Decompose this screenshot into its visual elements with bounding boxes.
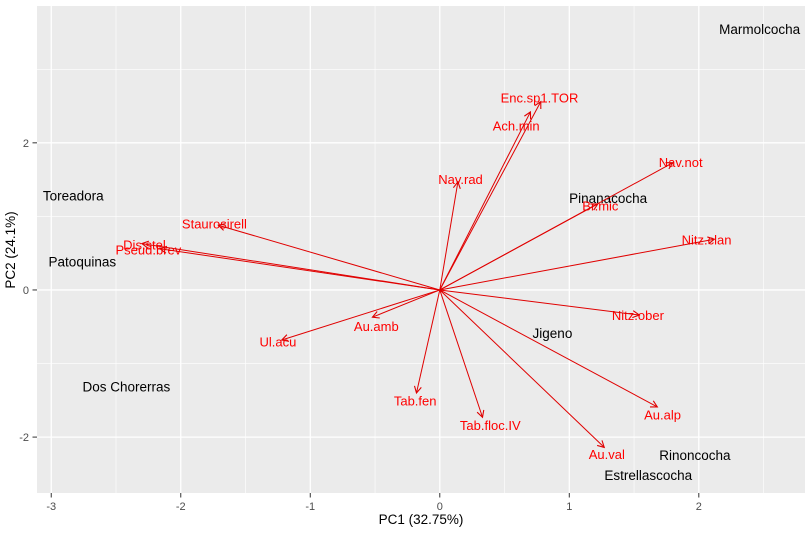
x-tick-label: 1 bbox=[566, 501, 572, 513]
arrow-ach-min bbox=[439, 110, 532, 291]
site-label-toreadora: Toreadora bbox=[43, 188, 104, 203]
arrow-tab-fen bbox=[413, 289, 441, 395]
species-label-tab-fen: Tab.fen bbox=[394, 394, 437, 409]
species-label-enc-sp1-tor: Enc.sp1.TOR bbox=[501, 90, 579, 105]
arrow-staurosirell bbox=[217, 223, 440, 291]
x-tick-label: 0 bbox=[437, 501, 443, 513]
y-axis-title: PC2 (24.1%) bbox=[3, 211, 18, 288]
species-label-nav-not: Nav.not bbox=[659, 155, 703, 170]
species-label-nitz-clan: Nitz.clan bbox=[682, 232, 732, 247]
site-label-patoquinas: Patoquinas bbox=[49, 255, 117, 270]
species-label-nav-rad: Nav.rad bbox=[438, 172, 483, 187]
y-tick-label: 0 bbox=[23, 285, 29, 297]
site-label-dos-chorerras: Dos Chorerras bbox=[82, 380, 170, 395]
x-tick-label: -1 bbox=[305, 501, 315, 513]
species-label-au-val: Au.val bbox=[589, 447, 625, 462]
arrow-nitz-clan bbox=[439, 236, 716, 291]
species-label-nitz-ober: Nitz.ober bbox=[612, 308, 665, 323]
arrow-au-amb bbox=[371, 289, 440, 319]
axis-tick-labels: -3 -2 -1 0 1 2 -2 0 2 bbox=[19, 138, 702, 513]
x-tick-label: -2 bbox=[176, 501, 186, 513]
site-labels: Marmolcocha Toreadora Patoquinas Dos Chorer… bbox=[43, 22, 801, 483]
species-label-br-mic: Br.mic bbox=[582, 199, 619, 214]
arrow-nav-rad bbox=[439, 180, 461, 291]
species-label-ach-min: Ach.min bbox=[493, 118, 540, 133]
axis-ticks bbox=[32, 142, 700, 498]
site-label-pinanacocha: Pinanacocha bbox=[569, 191, 648, 206]
site-label-marmolcocha: Marmolcocha bbox=[719, 22, 801, 37]
species-label-tab-floc-iv: Tab.floc.IV bbox=[460, 418, 521, 433]
x-tick-label: 2 bbox=[696, 501, 702, 513]
species-labels: Enc.sp1.TOR Ach.min Nav.rad Nav.not Br.mic Ni… bbox=[115, 90, 731, 462]
arrow-pseud-brev bbox=[158, 245, 440, 291]
site-label-estrellascocha: Estrellascocha bbox=[604, 468, 692, 483]
arrow-ul-acu bbox=[280, 289, 440, 342]
biplot-arrows bbox=[140, 100, 716, 449]
arrow-au-val bbox=[439, 289, 606, 449]
site-label-rinoncocha: Rinoncocha bbox=[659, 448, 731, 463]
y-tick-label: 2 bbox=[23, 138, 29, 150]
species-label-au-amb: Au.amb bbox=[354, 319, 399, 334]
arrow-br-mic bbox=[439, 203, 599, 291]
site-label-jigeno: Jigeno bbox=[533, 326, 573, 341]
species-label-au-alp: Au.alp bbox=[644, 408, 681, 423]
x-axis-title: PC1 (32.75%) bbox=[379, 512, 464, 527]
arrow-enc-sp1-tor bbox=[439, 100, 542, 291]
x-tick-label: -3 bbox=[46, 501, 56, 513]
y-tick-label: -2 bbox=[19, 432, 29, 444]
species-label-staurosirell: Staurosirell bbox=[182, 216, 247, 231]
arrow-au-alp bbox=[439, 289, 659, 408]
arrow-nitz-ober bbox=[439, 289, 641, 319]
arrow-tab-floc-iv bbox=[439, 289, 485, 419]
